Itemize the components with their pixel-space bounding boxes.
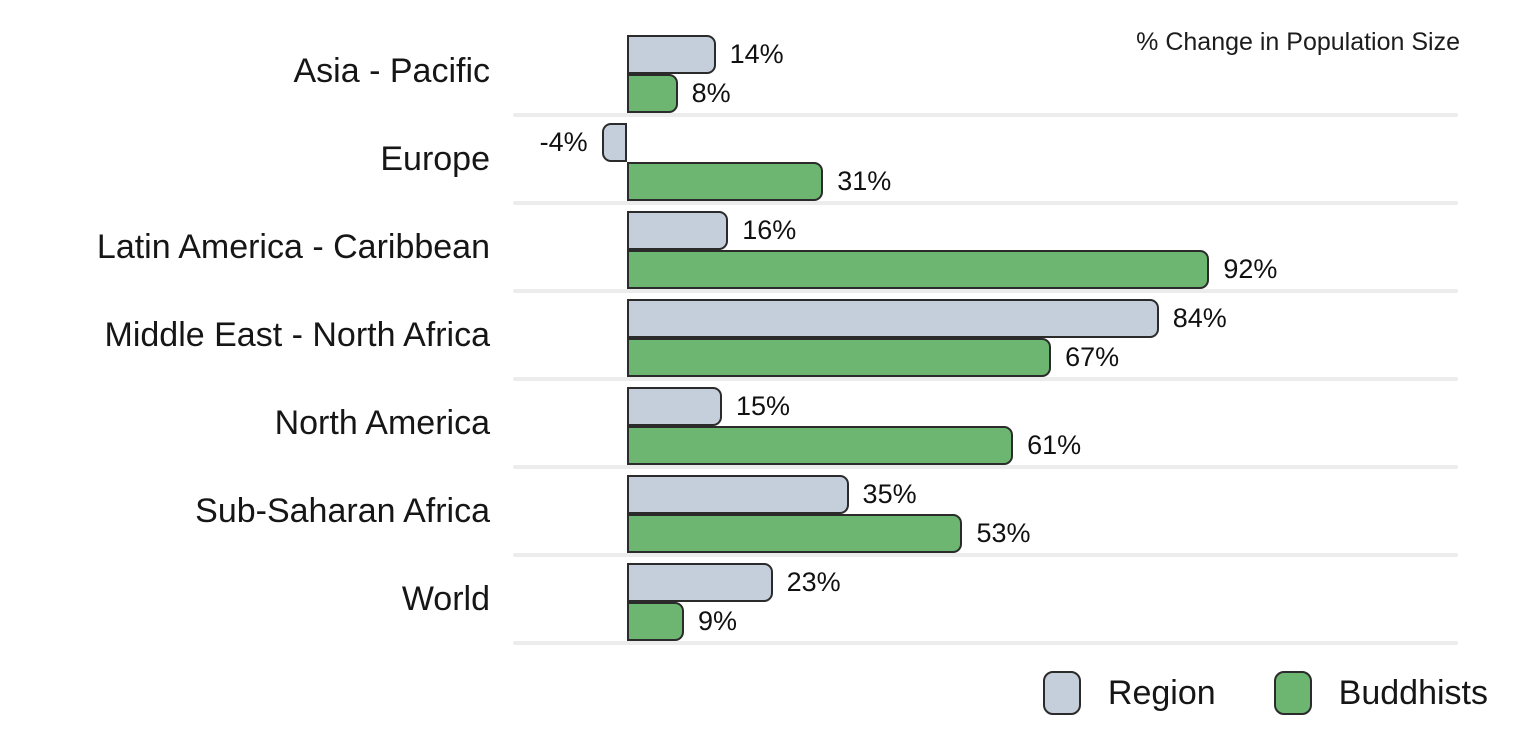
legend-label-region: Region	[1107, 673, 1216, 712]
chart-row: World 23% 9%	[0, 558, 1536, 646]
value-label: 23%	[786, 567, 841, 597]
chart-title: % Change in Population Size	[1136, 28, 1460, 56]
legend-item-buddhists: Buddhists	[1273, 671, 1488, 715]
region-bar	[627, 299, 1159, 338]
category-label: Asia - Pacific	[293, 52, 491, 90]
value-label: 8%	[691, 78, 731, 108]
buddhists-swatch	[1273, 671, 1312, 715]
value-label: -4%	[539, 127, 588, 157]
buddhists-bar	[627, 74, 678, 113]
value-label: 84%	[1172, 303, 1227, 333]
row-separator	[513, 465, 1458, 469]
value-label: 31%	[837, 166, 892, 196]
chart-row: Sub-Saharan Africa 35% 53%	[0, 470, 1536, 558]
buddhists-bar	[627, 338, 1052, 377]
legend-label-buddhists: Buddhists	[1338, 673, 1488, 712]
region-bar	[627, 35, 716, 74]
value-label: 92%	[1223, 254, 1278, 284]
row-separator	[513, 201, 1458, 205]
chart-row: Middle East - North Africa 84% 67%	[0, 294, 1536, 382]
value-label: 53%	[976, 518, 1031, 548]
category-label: Europe	[380, 140, 490, 178]
region-bar	[627, 387, 722, 426]
buddhists-bar	[627, 426, 1014, 465]
row-separator	[513, 641, 1458, 645]
buddhists-bar	[627, 162, 824, 201]
region-bar	[627, 563, 773, 602]
region-bar	[627, 211, 729, 250]
region-bar	[627, 475, 849, 514]
value-label: 15%	[735, 391, 790, 421]
chart-row: Europe -4% 31%	[0, 118, 1536, 206]
row-separator	[513, 113, 1458, 117]
row-separator	[513, 289, 1458, 293]
buddhists-bar	[627, 250, 1210, 289]
chart-row: North America 15% 61%	[0, 382, 1536, 470]
value-label: 67%	[1065, 342, 1120, 372]
category-label: North America	[274, 404, 490, 442]
category-label: World	[401, 580, 490, 618]
category-label: Sub-Saharan Africa	[195, 492, 490, 530]
category-label: Middle East - North Africa	[104, 316, 490, 354]
legend-item-region: Region	[1042, 671, 1216, 715]
row-separator	[513, 377, 1458, 381]
region-bar	[601, 123, 627, 162]
region-swatch	[1042, 671, 1081, 715]
chart-row: Asia - Pacific 14% 8%	[0, 30, 1536, 118]
value-label: 61%	[1027, 430, 1082, 460]
value-label: 14%	[729, 39, 784, 69]
value-label: 16%	[742, 215, 797, 245]
row-separator	[513, 553, 1458, 557]
value-label: 9%	[697, 606, 737, 636]
value-label: 35%	[862, 479, 917, 509]
buddhists-bar	[627, 514, 963, 553]
category-label: Latin America - Caribbean	[96, 228, 490, 266]
legend: Region Buddhists	[1042, 671, 1488, 715]
chart-row: Latin America - Caribbean 16% 92%	[0, 206, 1536, 294]
buddhists-bar	[627, 602, 684, 641]
